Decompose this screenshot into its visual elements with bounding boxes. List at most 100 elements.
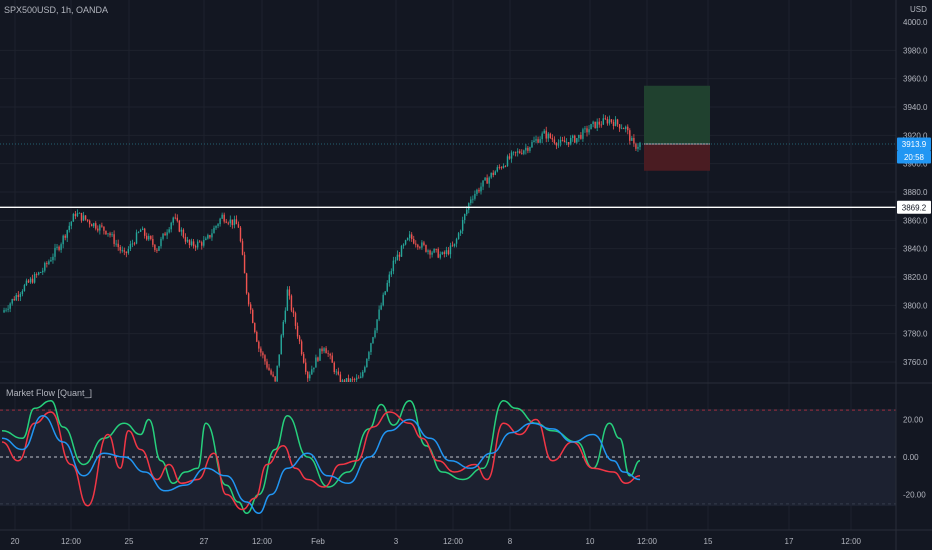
candle-body (588, 129, 590, 133)
candle-body (249, 304, 252, 310)
candle (582, 127, 584, 142)
candle-body (410, 234, 413, 239)
candle-body (194, 246, 197, 248)
candle-body (606, 119, 609, 124)
candle (231, 219, 234, 229)
candle (133, 241, 136, 246)
candle (215, 225, 217, 230)
candle-body (506, 156, 509, 167)
candle-body (215, 225, 217, 228)
candle-body (512, 151, 515, 153)
candle-body (58, 246, 60, 250)
candle-body (23, 285, 26, 291)
candle-body (476, 189, 478, 194)
candle-body (625, 126, 627, 129)
candle-body (594, 121, 596, 129)
candle (576, 138, 578, 144)
candle-body (620, 128, 623, 130)
candle-body (578, 134, 580, 139)
time-axis[interactable]: 20 12:00 25 27 12:00 Feb 3 12:00 8 10 12:00 15 17 12:… (11, 537, 862, 546)
candle (474, 190, 476, 201)
candle (596, 118, 598, 132)
candle-body (635, 143, 637, 149)
candle-body (139, 230, 142, 232)
candle (514, 151, 517, 157)
candle-body (502, 166, 505, 169)
candle (337, 367, 340, 376)
candle-body (137, 231, 140, 233)
candle-body (614, 119, 617, 127)
candle-body (25, 280, 28, 286)
candle-body (353, 378, 356, 380)
candle-body (612, 121, 615, 127)
time-tick-label: 12:00 (61, 537, 82, 546)
candle-body (598, 121, 600, 125)
candle-body (622, 128, 625, 130)
candle-body (46, 263, 48, 264)
candle-body (298, 336, 301, 342)
candle-body (237, 224, 240, 228)
candle (349, 378, 352, 382)
candle (27, 279, 30, 284)
price-tick-label: 3960.0 (903, 75, 928, 84)
candle-body (376, 319, 378, 331)
candle-body (19, 293, 22, 297)
candle-body (349, 378, 352, 382)
candle (547, 132, 549, 142)
candle-body (266, 361, 268, 368)
candle (364, 365, 366, 373)
candle-body (133, 243, 136, 245)
candle-body (188, 239, 191, 246)
candle (362, 369, 364, 379)
candle-body (74, 213, 77, 217)
candle-body (592, 121, 594, 125)
candle-body (360, 376, 362, 378)
candle-body (545, 130, 547, 139)
candle (586, 125, 588, 137)
candle-body (529, 147, 531, 151)
candle (437, 247, 439, 259)
candle (347, 374, 350, 382)
candle-body (199, 241, 201, 243)
candle-body (168, 229, 170, 233)
candle-body (616, 119, 619, 125)
candle-body (70, 221, 73, 226)
candle (606, 116, 609, 126)
candle-body (563, 140, 566, 143)
candle (158, 246, 160, 252)
candle (54, 243, 56, 261)
candle-body (437, 249, 439, 258)
candle-body (272, 374, 274, 377)
candle (249, 302, 252, 314)
candle-body (470, 199, 472, 204)
candle (111, 231, 113, 237)
candle (482, 180, 484, 191)
candle-body (527, 147, 529, 151)
position-zones[interactable] (644, 85, 710, 171)
candle-body (463, 214, 466, 220)
candle-body (327, 353, 329, 355)
time-tick-label: 12:00 (443, 537, 464, 546)
candle (86, 219, 89, 223)
candle (490, 172, 492, 179)
candle-body (260, 348, 262, 353)
candle (374, 327, 376, 339)
price-axis[interactable]: USD 4000.0 3980.0 3960.0 3940.0 3920.0 3900.… (903, 5, 928, 500)
candle (423, 240, 425, 247)
candle-body (504, 166, 507, 167)
candle (213, 225, 215, 234)
candle (7, 305, 9, 313)
candle-body (313, 367, 315, 370)
candle (610, 118, 613, 124)
candle-body (321, 348, 323, 352)
candle (217, 223, 219, 229)
candle-body (337, 371, 340, 375)
candle-body (339, 374, 342, 382)
candle-body (123, 250, 126, 252)
candle (107, 233, 109, 237)
candle (172, 216, 174, 226)
candle-body (433, 249, 435, 253)
candle-body (331, 355, 333, 363)
